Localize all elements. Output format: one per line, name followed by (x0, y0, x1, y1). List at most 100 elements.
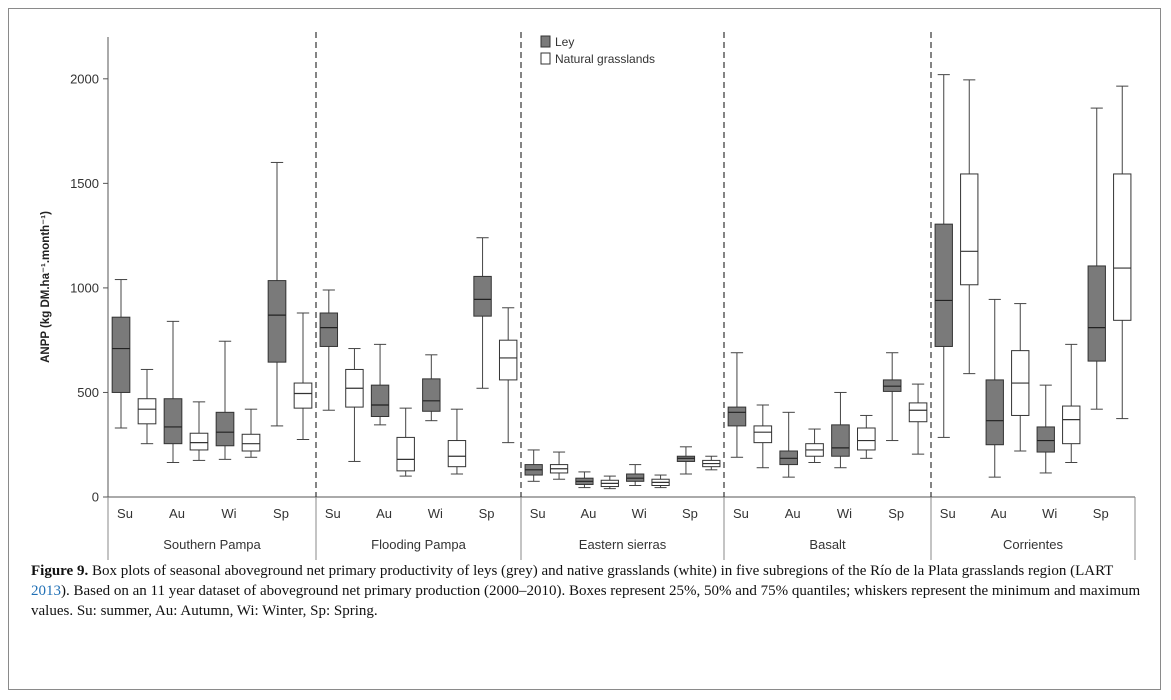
ley-box (267, 161, 287, 427)
natural-grassland-box (960, 79, 979, 375)
ley-box (163, 320, 183, 463)
y-tick-label: 1500 (70, 176, 99, 191)
season-tick-label: Au (785, 506, 801, 521)
iqr-box (1036, 426, 1055, 453)
iqr-box (447, 440, 467, 468)
ley-box (676, 446, 696, 475)
natural-grassland-box (908, 383, 928, 455)
natural-grassland-box (702, 455, 721, 471)
iqr-box (985, 379, 1004, 446)
figure-caption: Figure 9. Box plots of seasonal abovegro… (31, 561, 1141, 621)
figure-frame (8, 8, 1161, 690)
season-tick-label: Sp (888, 506, 904, 521)
natural-grassland-box (241, 408, 261, 458)
iqr-box (473, 275, 492, 317)
season-tick-label: Su (940, 506, 956, 521)
ley-box (473, 237, 492, 389)
season-tick-label: Wi (837, 506, 852, 521)
iqr-box (857, 427, 876, 451)
legend-swatch-natural (540, 52, 551, 65)
season-tick-label: Au (376, 506, 392, 521)
ley-box (882, 352, 902, 442)
y-tick-label: 1000 (70, 280, 99, 295)
natural-grassland-box (857, 414, 876, 459)
natural-grassland-box (137, 368, 157, 445)
natural-grassland-box (498, 307, 518, 444)
ley-box (1087, 107, 1106, 410)
ley-box (779, 411, 798, 478)
region-label: Basalt (809, 537, 846, 552)
natural-grassland-box (1062, 343, 1081, 463)
natural-grassland-box (753, 404, 773, 469)
iqr-box (267, 280, 287, 363)
ley-box (831, 391, 850, 469)
y-axis-label: ANPP (kg DM.ha⁻¹.month⁻¹) (40, 211, 52, 363)
caption-label: Figure 9. (31, 563, 89, 579)
natural-grassland-box (447, 408, 467, 475)
region-label: Flooding Pampa (371, 537, 466, 552)
iqr-box (1087, 265, 1106, 362)
iqr-box (241, 433, 261, 452)
ley-box (575, 471, 594, 489)
region-label: Eastern sierras (579, 537, 667, 552)
natural-grassland-box (805, 428, 824, 463)
iqr-box (189, 432, 209, 451)
season-tick-label: Su (733, 506, 749, 521)
ley-box (1036, 384, 1055, 474)
ley-box (111, 279, 131, 429)
ley-box (985, 298, 1004, 478)
season-tick-label: Sp (682, 506, 698, 521)
caption-reference-link[interactable]: 2013 (31, 583, 61, 599)
season-tick-label: Au (580, 506, 596, 521)
iqr-box (319, 312, 339, 347)
ley-box (626, 464, 645, 486)
iqr-box (753, 425, 773, 444)
iqr-box (498, 339, 518, 381)
natural-grassland-box (345, 348, 364, 462)
season-tick-label: Wi (221, 506, 236, 521)
season-tick-label: Wi (632, 506, 647, 521)
season-tick-label: Sp (273, 506, 289, 521)
ley-box (727, 352, 747, 458)
ley-box (422, 354, 441, 422)
iqr-box (396, 436, 415, 472)
iqr-box (137, 398, 157, 425)
legend-label-natural: Natural grasslands (555, 52, 655, 66)
ley-box (524, 449, 543, 482)
natural-grassland-box (651, 474, 670, 489)
season-tick-label: Au (991, 506, 1007, 521)
y-tick-label: 500 (77, 385, 99, 400)
y-tick-label: 0 (92, 490, 99, 505)
legend-swatch-ley (540, 35, 551, 48)
ley-box (319, 289, 339, 411)
season-tick-label: Su (117, 506, 133, 521)
natural-grassland-box (600, 475, 619, 490)
iqr-box (111, 316, 131, 393)
caption-text-after: ). Based on an 11 year dataset of aboveg… (31, 583, 1141, 619)
iqr-box (163, 398, 183, 445)
y-tick-label: 2000 (70, 71, 99, 86)
caption-text-before: Box plots of seasonal aboveground net pr… (88, 563, 1114, 579)
iqr-box (1062, 405, 1081, 445)
season-tick-label: Au (169, 506, 185, 521)
natural-grassland-box (396, 407, 415, 477)
region-label: Southern Pampa (163, 537, 261, 552)
iqr-box (370, 384, 390, 417)
box-plot-chart: 0 500 1000 1500 2000 ANPP (kg DM.ha⁻¹.month⁻¹… (40, 32, 1136, 560)
iqr-box (215, 411, 235, 447)
iqr-box (293, 382, 313, 409)
season-tick-label: Sp (479, 506, 495, 521)
natural-grassland-box (189, 401, 209, 461)
ley-box (215, 340, 235, 460)
ley-box (934, 74, 953, 438)
iqr-box (422, 378, 441, 412)
natural-grassland-box (293, 312, 313, 440)
natural-grassland-box (1011, 303, 1030, 452)
iqr-box (727, 406, 747, 427)
natural-grassland-box (549, 451, 569, 480)
iqr-box (960, 173, 979, 286)
season-tick-label: Su (530, 506, 546, 521)
region-label: Corrientes (1003, 537, 1063, 552)
season-tick-label: Sp (1093, 506, 1109, 521)
iqr-box (908, 402, 928, 423)
